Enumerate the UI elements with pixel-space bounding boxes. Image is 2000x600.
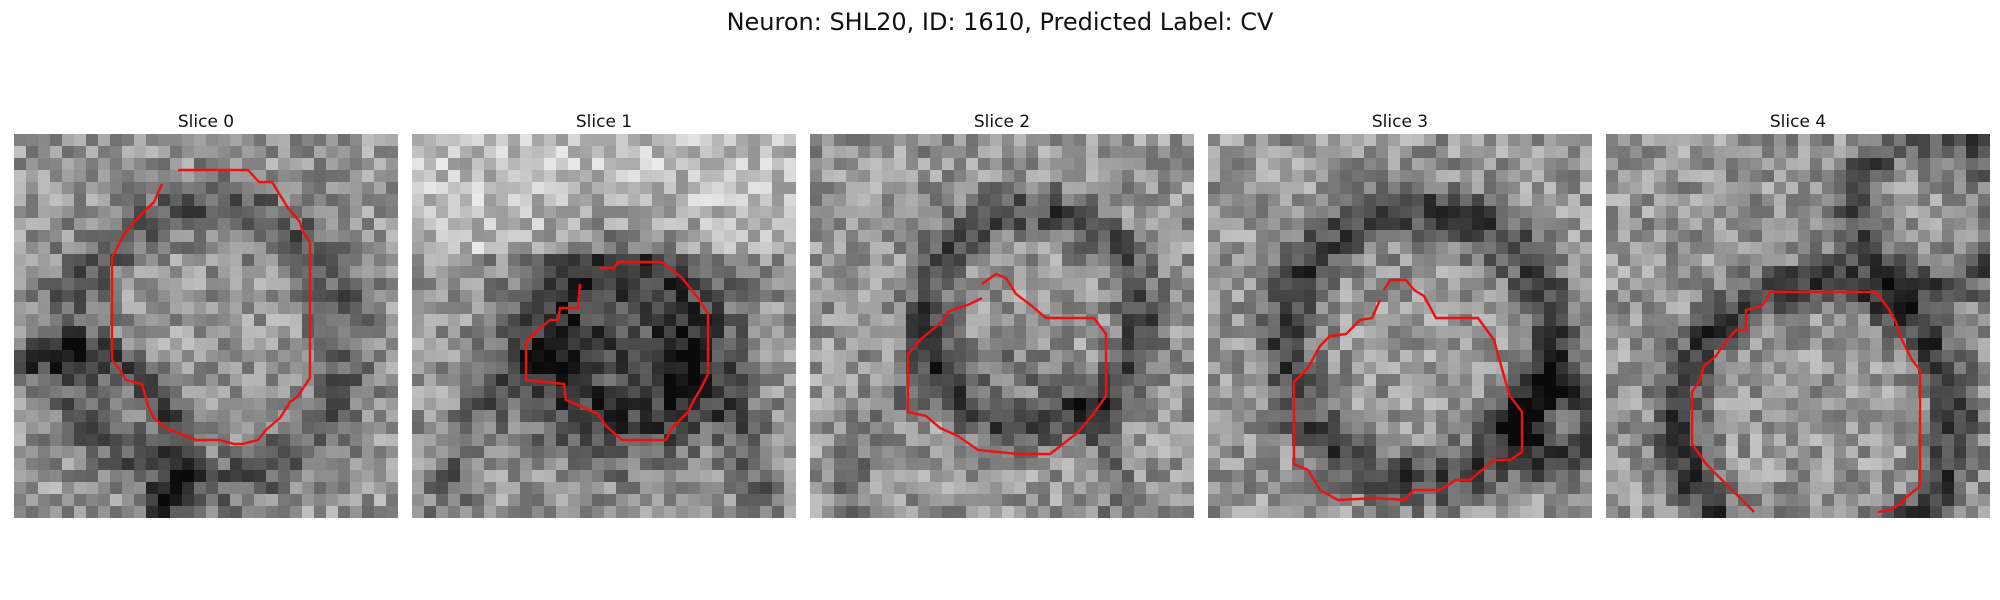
segmentation-contour	[906, 272, 1108, 456]
slice-panel: Slice 3	[1208, 110, 1592, 518]
slice-panel: Slice 0	[14, 110, 398, 518]
figure-title: Neuron: SHL20, ID: 1610, Predicted Label…	[726, 8, 1274, 36]
segmentation-contour	[1292, 278, 1524, 502]
slice-image	[412, 134, 796, 518]
slice-title: Slice 1	[575, 112, 633, 132]
slice-image	[1606, 134, 1990, 518]
slice-panel: Slice 2	[810, 110, 1194, 518]
slice-title: Slice 4	[1769, 112, 1827, 132]
slice-title: Slice 2	[973, 112, 1031, 132]
slice-image	[1208, 134, 1592, 518]
slice-panel: Slice 1	[412, 110, 796, 518]
segmentation-contour	[110, 168, 312, 446]
segmentation-contour	[1690, 290, 1922, 514]
segmentation-contour	[524, 260, 710, 442]
slice-title: Slice 3	[1371, 112, 1429, 132]
slice-image	[810, 134, 1194, 518]
slice-title: Slice 0	[177, 112, 235, 132]
slice-image	[14, 134, 398, 518]
slice-panel: Slice 4	[1606, 110, 1990, 518]
